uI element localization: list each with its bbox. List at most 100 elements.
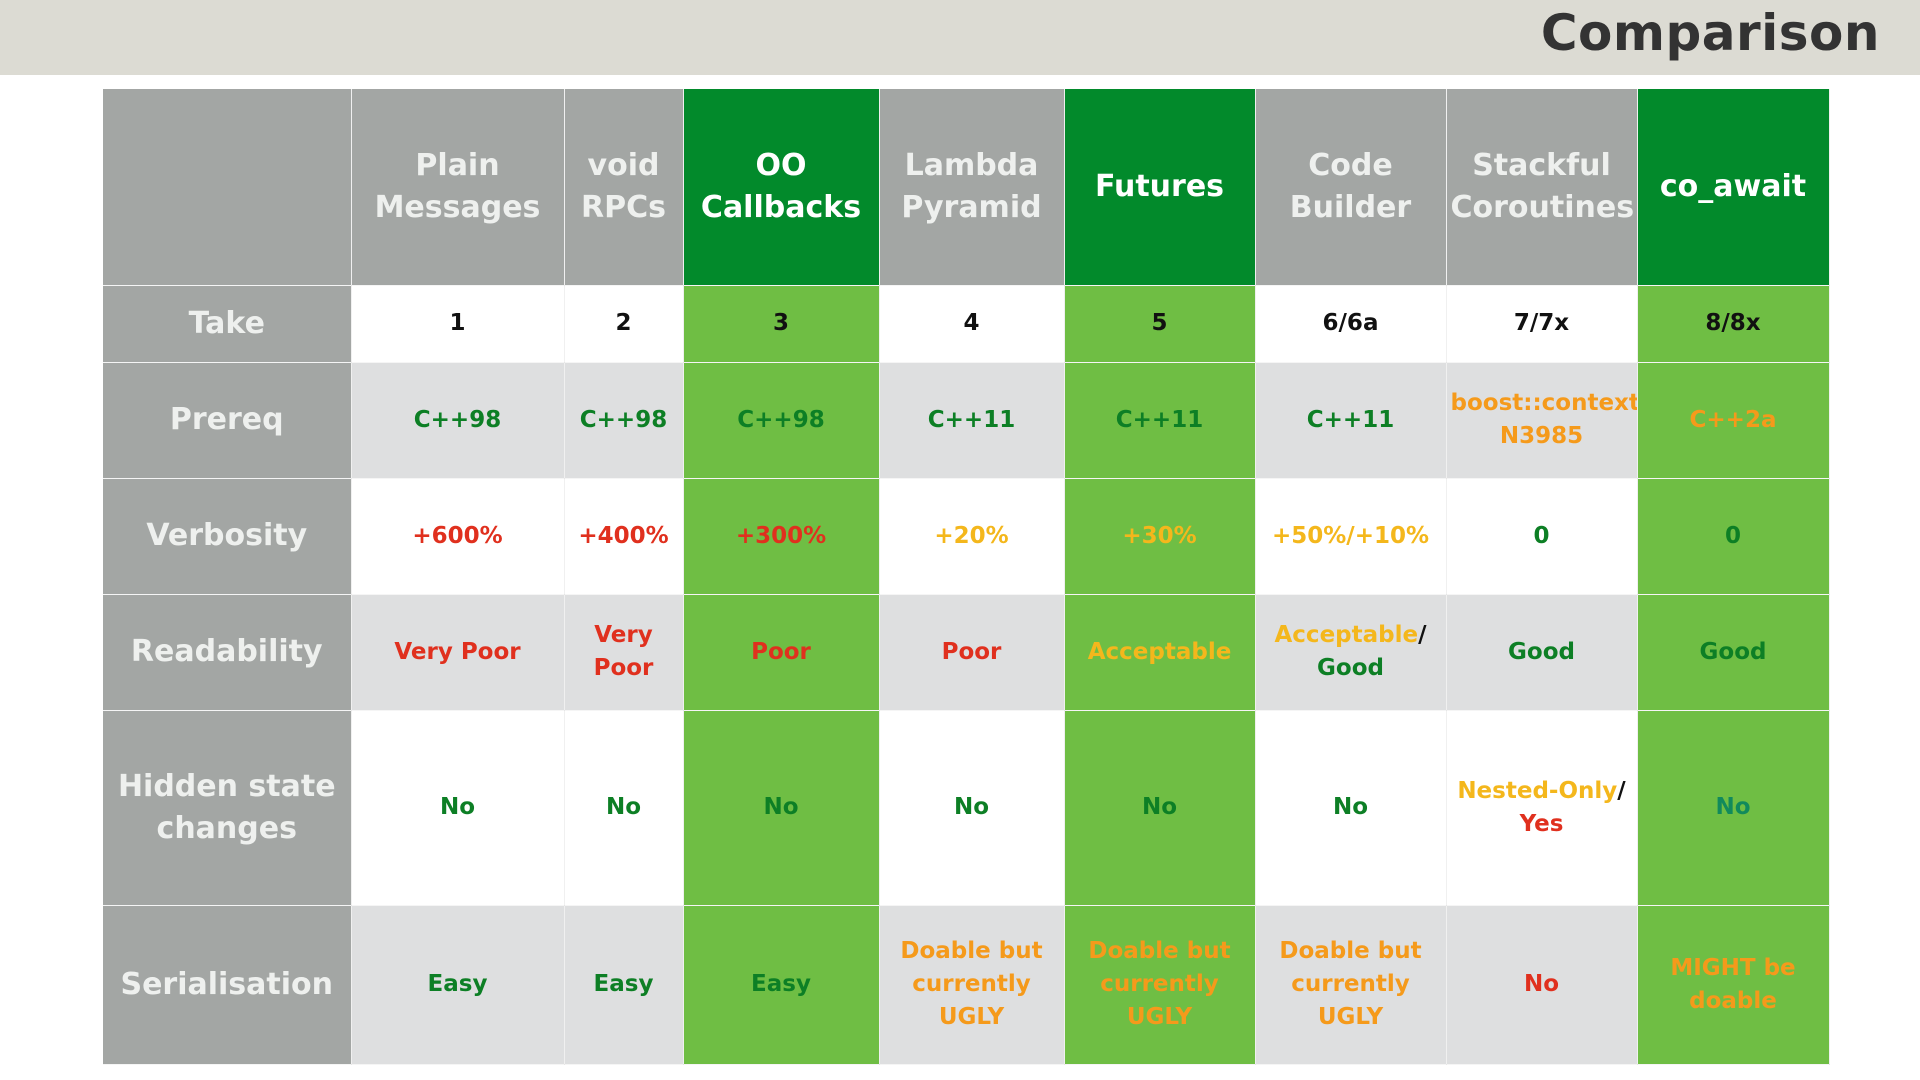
column-header-line: Callbacks	[700, 189, 862, 225]
header-row: Plain Messages void RPCs OO Callbacks Lambda Py…	[103, 89, 1830, 286]
table-cell: 0	[1637, 478, 1830, 595]
corner-cell	[103, 89, 352, 286]
table-cell: Easy	[564, 905, 684, 1065]
table-cell: MIGHT be doable	[1637, 905, 1830, 1065]
table-cell: No	[1446, 905, 1638, 1065]
table-cell: +30%	[1064, 478, 1256, 595]
table-cell: Very Poor	[351, 594, 565, 711]
table-cell: No	[564, 710, 684, 906]
table-cell: +50%/+10%	[1255, 478, 1447, 595]
column-header-line: Pyramid	[901, 189, 1042, 225]
column-header: Plain Messages	[351, 89, 565, 286]
row-header: Readability	[103, 594, 352, 711]
cell-text: No	[1332, 794, 1369, 820]
cell-text: +600%	[412, 522, 503, 549]
table-cell: Doable but currently UGLY	[1064, 905, 1256, 1065]
table-body: Take 1 2 3 4 5 6/6a 7/7x 8/8x Prereq C++98 C++98 C++…	[103, 285, 1830, 1065]
table-cell: 3	[683, 285, 880, 363]
row-header: Verbosity	[103, 478, 352, 595]
cell-text: +30%	[1122, 522, 1197, 549]
row-header-line: Serialisation	[120, 966, 334, 1002]
table-cell: +600%	[351, 478, 565, 595]
cell-text: 8/8x	[1705, 310, 1761, 336]
column-header: Code Builder	[1255, 89, 1447, 286]
cell-text: doable	[1689, 987, 1777, 1014]
column-header-line: Lambda	[904, 147, 1039, 183]
row-header-line: Take	[188, 305, 265, 341]
table-cell: Nested-Only/ Yes	[1446, 710, 1638, 906]
table-cell: Poor	[879, 594, 1065, 711]
column-header-line: Coroutines	[1450, 189, 1635, 225]
cell-text: Nested-Only	[1457, 777, 1618, 804]
table-cell: +300%	[683, 478, 880, 595]
row-header: Take	[103, 285, 352, 363]
cell-text: Easy	[427, 971, 488, 997]
table-cell: Poor	[683, 594, 880, 711]
table-row: Verbosity +600% +400% +300% +20% +30% +50%/+10…	[103, 478, 1830, 595]
table-cell: C++11	[879, 362, 1065, 479]
cell-text: Doable but	[1088, 938, 1231, 964]
column-header-line: Builder	[1289, 189, 1412, 225]
column-header: co_await	[1637, 89, 1830, 286]
table-cell: Acceptable/ Good	[1255, 594, 1447, 711]
table-cell: Very Poor	[564, 594, 684, 711]
table-cell: 2	[564, 285, 684, 363]
cell-text: boost::context,	[1450, 390, 1637, 416]
table-cell: Doable but currently UGLY	[1255, 905, 1447, 1065]
table-cell: 8/8x	[1637, 285, 1830, 363]
column-header-line: Stackful	[1472, 147, 1611, 183]
cell-text: 4	[963, 310, 980, 336]
cell-text: Easy	[593, 971, 654, 997]
table-row: Prereq C++98 C++98 C++98 C++11 C++11 C++11 boos…	[103, 362, 1830, 479]
table-cell: 5	[1064, 285, 1256, 363]
cell-text: currently UGLY	[1100, 971, 1219, 1030]
cell-text: +50%/+10%	[1271, 522, 1430, 549]
column-header-line: Plain	[415, 147, 500, 183]
row-header-line: Readability	[130, 634, 323, 669]
table-cell: No	[1637, 710, 1830, 906]
table-cell: No	[879, 710, 1065, 906]
cell-text: C++11	[1306, 406, 1395, 433]
table-cell: Acceptable	[1064, 594, 1256, 711]
table-cell: C++98	[564, 362, 684, 479]
cell-text: /	[1418, 622, 1427, 648]
cell-text: 1	[449, 310, 466, 336]
table-cell: C++98	[683, 362, 880, 479]
cell-text: MIGHT be	[1670, 954, 1796, 981]
cell-text: 3	[772, 310, 789, 336]
table-cell: boost::context, N3985	[1446, 362, 1638, 479]
table-cell: No	[683, 710, 880, 906]
table-cell: Doable but currently UGLY	[879, 905, 1065, 1065]
table-cell: Easy	[351, 905, 565, 1065]
cell-text: C++98	[413, 406, 502, 433]
cell-text: Acceptable	[1087, 638, 1232, 665]
cell-text: Very Poor	[394, 638, 521, 665]
column-header: Futures	[1064, 89, 1256, 286]
table-row: Take 1 2 3 4 5 6/6a 7/7x 8/8x	[103, 285, 1830, 363]
table-cell: 4	[879, 285, 1065, 363]
table-cell: 6/6a	[1255, 285, 1447, 363]
cell-text: currently UGLY	[912, 971, 1031, 1030]
table-cell: No	[1255, 710, 1447, 906]
table-row: Hidden state changes No No No No No No Nested-On…	[103, 710, 1830, 906]
row-header: Prereq	[103, 362, 352, 479]
cell-text: No	[605, 794, 642, 820]
cell-text: No	[439, 794, 476, 820]
title-bar: Comparison	[0, 0, 1920, 75]
cell-text: Doable but	[900, 938, 1043, 964]
table-cell: Good	[1446, 594, 1638, 711]
cell-text: C++2a	[1689, 406, 1777, 433]
cell-text: No	[763, 794, 799, 820]
table-cell: C++98	[351, 362, 565, 479]
cell-text: Doable but	[1279, 938, 1422, 964]
table-cell: C++11	[1255, 362, 1447, 479]
cell-text: Good	[1699, 638, 1767, 665]
table-cell: No	[1064, 710, 1256, 906]
table-row: Readability Very Poor Very Poor Poor Poor Acc…	[103, 594, 1830, 711]
cell-text: No	[953, 794, 990, 820]
column-header-line: OO	[755, 147, 807, 183]
slide-title: Comparison	[1540, 4, 1880, 62]
table-cell: Easy	[683, 905, 880, 1065]
cell-text: C++11	[927, 406, 1016, 433]
